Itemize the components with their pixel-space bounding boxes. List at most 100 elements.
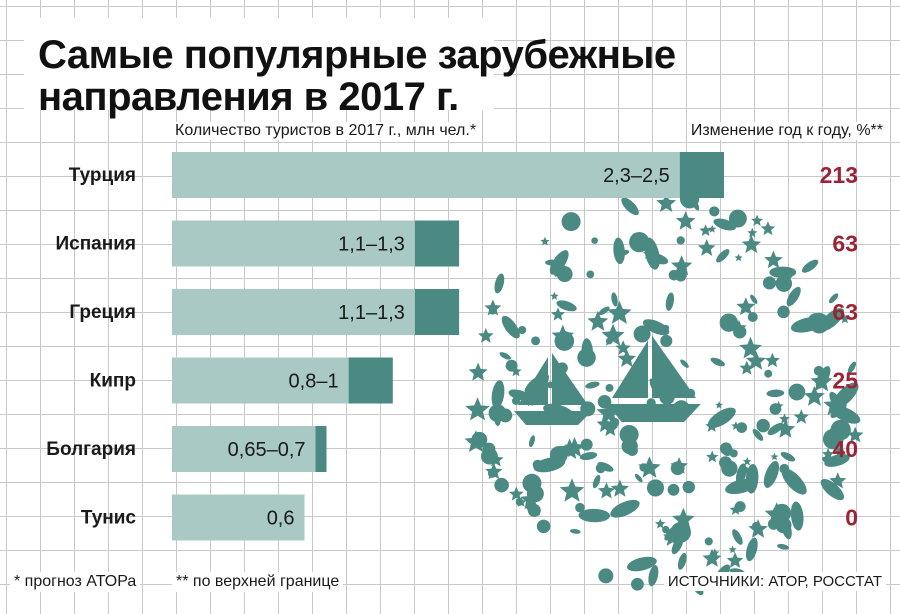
illustration-dot — [676, 236, 685, 245]
illustration-dot — [728, 209, 747, 228]
illustration-fish-icon — [610, 499, 640, 518]
illustration-star-icon — [775, 419, 796, 438]
illustration-star-icon — [656, 193, 677, 212]
illustration-star-icon — [510, 365, 522, 377]
illustration-fish-icon — [677, 552, 687, 570]
illustration-dot — [660, 334, 673, 347]
illustration-fish-icon — [763, 460, 780, 488]
illustration-fish-icon — [766, 389, 785, 398]
illustration-fish-icon — [528, 435, 535, 448]
illustration-dot — [531, 336, 541, 346]
illustration-star-icon — [847, 426, 864, 443]
illustration-star-icon — [508, 486, 524, 501]
illustration-dot — [631, 577, 644, 591]
bar-low — [172, 357, 349, 404]
left-column-header: Количество туристов в 2017 г., млн чел.* — [172, 122, 480, 140]
illustration-star-icon — [468, 362, 488, 381]
change-value-label: 25 — [832, 368, 858, 394]
illustration-star-icon — [706, 450, 719, 463]
illustration-fish-icon — [750, 294, 758, 304]
illustration-dot — [554, 331, 575, 351]
illustration-fish-icon — [781, 517, 792, 540]
illustration-fish-icon — [815, 366, 831, 389]
illustration-star-icon — [726, 552, 744, 568]
bar-range-tip — [679, 152, 724, 198]
illustration-star-icon — [764, 250, 783, 269]
illustration-fish-icon — [691, 199, 700, 211]
illustration-fish-icon — [745, 537, 758, 562]
illustration-star-icon — [734, 253, 743, 262]
bar-value-label: 0,65–0,7 — [228, 439, 306, 461]
sailboat-icon — [514, 353, 592, 425]
illustration-fish-icon — [781, 468, 807, 495]
bars-group: Турция 2,3–2,5 213 Испания 1,1–1,3 63 Греция 1,… — [46, 152, 858, 541]
illustration-fish-icon — [545, 259, 560, 266]
change-value-label: 40 — [832, 436, 858, 462]
illustration-star-icon — [731, 421, 741, 430]
illustration-dot — [767, 518, 780, 530]
illustration-star-icon — [773, 400, 784, 411]
illustration-star-icon — [587, 310, 609, 331]
illustration-fish-icon — [732, 529, 743, 545]
illustration-star-icon — [746, 350, 766, 370]
illustration-star-icon — [615, 340, 631, 355]
change-value-label: 63 — [832, 231, 858, 257]
illustration-star-icon — [520, 489, 542, 510]
illustration-dot — [575, 502, 585, 513]
change-value-label: 63 — [832, 299, 858, 325]
illustration-fish-icon — [592, 474, 601, 489]
change-value-label: 0 — [845, 505, 858, 531]
illustration-dot — [561, 212, 581, 232]
illustration-star-icon — [465, 397, 490, 421]
illustration-fish-icon — [578, 508, 611, 523]
illustration-star-icon — [840, 314, 850, 324]
change-value-label: 213 — [820, 162, 858, 188]
illustration-star-icon — [821, 447, 835, 460]
illustration-dot — [751, 521, 761, 531]
illustration-fish-icon — [648, 565, 659, 587]
illustration-dot — [487, 469, 497, 478]
illustration-star-icon — [638, 456, 661, 478]
illustration-dot — [670, 522, 691, 543]
illustration-star-icon — [708, 224, 717, 233]
illustration-star-icon — [484, 299, 502, 316]
illustration-fish-icon — [782, 268, 796, 282]
illustration-star-icon — [610, 479, 629, 497]
illustration-star-icon — [596, 415, 615, 433]
illustration-fish-icon — [831, 405, 861, 424]
illustration-fish-icon — [790, 501, 804, 531]
illustration-star-icon — [793, 409, 809, 424]
bar-value-label: 0,6 — [267, 508, 295, 530]
bar-value-label: 1,1–1,3 — [338, 234, 405, 256]
illustration-fish-icon — [664, 526, 677, 541]
illustration-dot — [809, 312, 830, 334]
illustration-fish-icon — [533, 457, 566, 473]
illustration-fish-icon — [828, 293, 839, 304]
chart-title-line-1: Самые популярные зарубежные — [38, 33, 676, 77]
illustration-dot — [704, 537, 713, 546]
illustration-fish-icon — [494, 273, 505, 294]
illustration-star-icon — [736, 297, 756, 316]
footnote-forecast: * прогноз АТОРа — [10, 572, 141, 592]
illustration-star-icon — [478, 327, 494, 343]
category-label: Тунис — [81, 508, 137, 529]
illustration-dot — [762, 276, 777, 290]
illustration-fish-icon — [820, 478, 845, 501]
illustration-dot — [471, 431, 488, 448]
illustration-star-icon — [675, 211, 696, 230]
illustration-star-icon — [540, 236, 550, 246]
illustration-dot — [597, 394, 612, 409]
illustration-dot — [723, 319, 736, 332]
illustration-dot — [536, 519, 551, 534]
illustration-fish-icon — [579, 452, 598, 461]
illustration-fish-icon — [710, 357, 725, 367]
illustration-star-icon — [670, 457, 688, 474]
illustration-star-icon — [742, 457, 752, 466]
illustration-star-icon — [715, 401, 724, 409]
illustration-star-icon — [550, 291, 559, 300]
illustration-dot — [682, 480, 695, 494]
illustration-fish-icon — [780, 451, 796, 462]
illustration-star-icon — [702, 548, 722, 567]
illustration-dot — [835, 447, 845, 456]
illustration-star-icon — [671, 255, 693, 276]
